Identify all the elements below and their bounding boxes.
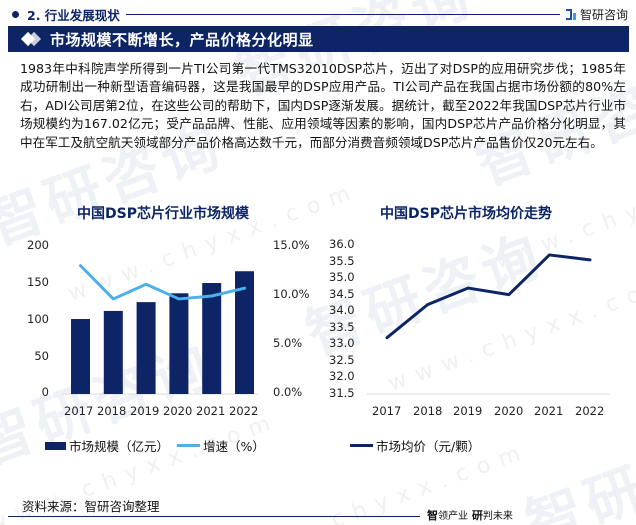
bullet-dot-icon <box>12 10 19 18</box>
x-axis-tick: 2020 <box>494 404 524 418</box>
x-axis-tick: 2019 <box>130 404 160 418</box>
y-axis-tick: 33.0 <box>329 336 355 350</box>
slogan: 智领产业 研判未来 <box>427 507 513 523</box>
y-axis-tick: 33.5 <box>329 320 355 334</box>
bar <box>103 310 123 394</box>
right-axis-tick: 10.0% <box>273 287 310 301</box>
legend-market-size: 市场规模（亿元） <box>45 436 169 455</box>
x-axis-tick: 2018 <box>413 404 443 418</box>
bar <box>169 293 189 394</box>
market-size-chart-title: 中国DSP芯片行业市场规模 <box>77 206 249 222</box>
left-axis-tick: 100 <box>27 312 49 326</box>
y-axis-tick: 35.5 <box>329 254 355 268</box>
x-axis-tick: 2017 <box>372 404 402 418</box>
price-chart-title: 中国DSP芯片市场均价走势 <box>380 206 552 222</box>
slogan-char: 研 <box>471 509 483 522</box>
x-axis-tick: 2022 <box>229 404 259 418</box>
y-axis-tick: 34.5 <box>329 287 355 301</box>
left-axis-tick: 50 <box>34 349 49 363</box>
bar <box>202 283 222 394</box>
brand: 智研咨询 <box>565 6 628 23</box>
brand-logo-icon <box>565 8 576 20</box>
legend-line-swatch <box>177 444 200 447</box>
growth-line <box>79 264 246 301</box>
legend-label: 增速（%） <box>203 439 265 454</box>
x-axis-tick: 2020 <box>163 404 193 418</box>
legend-bar-swatch <box>45 441 66 450</box>
legend-line-swatch <box>350 444 373 447</box>
slogan-text: 判未来 <box>482 511 513 522</box>
section-divider <box>125 13 560 15</box>
y-axis-tick: 32.0 <box>329 369 355 383</box>
x-axis-tick: 2021 <box>196 404 226 418</box>
y-axis-tick: 36.0 <box>329 237 355 251</box>
left-axis-tick: 150 <box>27 275 49 289</box>
x-axis-tick: 2019 <box>453 404 483 418</box>
y-axis-tick: 34.0 <box>329 303 355 317</box>
left-axis-tick: 0 <box>41 385 49 399</box>
right-axis-tick: 15.0% <box>273 238 310 252</box>
price-line <box>385 253 592 340</box>
title-banner: 市场规模不断增长，产品价格分化明显 <box>8 26 629 52</box>
bar <box>235 271 254 394</box>
slogan-text: 领产业 <box>438 511 468 522</box>
x-axis-tick: 2017 <box>64 404 94 418</box>
bar <box>71 319 90 394</box>
x-axis-tick: 2021 <box>534 404 564 418</box>
body-paragraph: 1983年中科院声学所得到一片TI公司第一代TMS32010DSP芯片，迈出了对… <box>20 61 626 150</box>
y-axis-tick: 31.5 <box>329 386 355 400</box>
left-axis-tick: 200 <box>27 238 49 252</box>
section-header: 2. 行业发展现状 智研咨询 <box>8 4 628 24</box>
x-axis-tick: 2022 <box>575 404 605 418</box>
slogan-char: 智 <box>427 509 438 522</box>
right-axis-tick: 0.0% <box>273 385 303 399</box>
x-axis-tick: 2018 <box>97 404 127 418</box>
banner-title: 市场规模不断增长，产品价格分化明显 <box>50 30 314 49</box>
legend-label: 市场均价（元/颗） <box>376 439 481 454</box>
bar <box>136 302 156 394</box>
right-axis-tick: 5.0% <box>273 336 303 350</box>
y-axis-tick: 32.5 <box>329 353 355 367</box>
footer-divider <box>8 516 420 517</box>
y-axis-tick: 35.0 <box>329 270 355 284</box>
legend-growth: 增速（%） <box>177 436 265 455</box>
legend-price: 市场均价（元/颗） <box>350 436 480 455</box>
source-note: 资料来源：智研咨询整理 <box>22 499 160 514</box>
brand-name: 智研咨询 <box>579 7 628 22</box>
legend-label: 市场规模（亿元） <box>69 439 170 454</box>
section-title: 2. 行业发展现状 <box>27 7 120 23</box>
